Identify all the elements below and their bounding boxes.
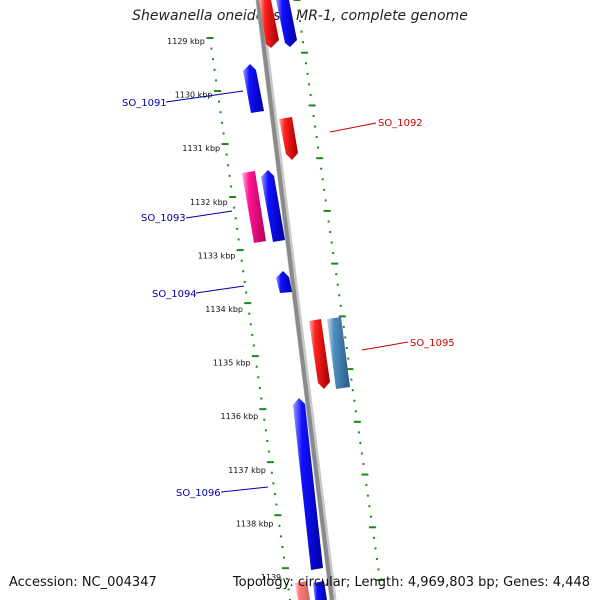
- leader-so-1094: [195, 285, 245, 294]
- topology-text: Topology: circular; Length: 4,969,803 bp…: [232, 575, 590, 590]
- gene-arrow-so-1093-neighbor: [261, 170, 285, 242]
- gene-label-so-1093[interactable]: SO_1093: [141, 213, 186, 224]
- gene-arrow-top-partial-blue: [276, 0, 297, 47]
- gene-label-so-1091[interactable]: SO_1091: [122, 98, 167, 109]
- ruler-label: 1131 kbp: [182, 144, 220, 153]
- gene-label-so-1096[interactable]: SO_1096: [176, 488, 221, 499]
- ruler-label: 1130 kbp: [175, 91, 213, 100]
- gene-arrow-so-1094: [276, 271, 292, 293]
- gene-label-so-1094[interactable]: SO_1094: [152, 289, 197, 300]
- gene-arrow-so-1095-red: [309, 319, 330, 389]
- gene-arrow-so-1093: [242, 171, 266, 243]
- gene-arrow-so-1095: [327, 317, 350, 389]
- gene-arrow-bottom-partial-pink: [295, 581, 310, 600]
- ruler-right: [293, 0, 384, 581]
- gene-label-so-1095[interactable]: SO_1095: [410, 338, 455, 349]
- map-title: Shewanella oneidensis MR-1, complete gen…: [132, 8, 468, 24]
- leader-so-1095: [361, 341, 409, 351]
- ruler-label: 1139: [261, 573, 281, 582]
- ruler-label: 1129 kbp: [167, 37, 205, 46]
- gene-arrows: [242, 0, 350, 600]
- ruler-left: [206, 37, 291, 600]
- ruler-label: 1132 kbp: [190, 198, 228, 207]
- ruler-labels: 1129 kbp 1130 kbp 1131 kbp 1132 kbp 1133 kbp…: [167, 37, 281, 582]
- ruler-label: 1137 kbp: [228, 466, 266, 475]
- ruler-label: 1138 kbp: [236, 519, 274, 528]
- gene-arrow-so-1096: [293, 398, 323, 570]
- genome-backbone: [256, 0, 334, 600]
- accession-text: Accession: NC_004347: [9, 575, 157, 590]
- leader-so-1092: [329, 122, 377, 133]
- ruler-label: 1135 kbp: [213, 359, 251, 368]
- gene-arrow-so-1092: [279, 117, 298, 160]
- gene-label-lines: [165, 90, 409, 493]
- ruler-label: 1136 kbp: [221, 412, 259, 421]
- leader-so-1091: [165, 90, 244, 103]
- leader-so-1096: [220, 486, 269, 493]
- ruler-label: 1134 kbp: [205, 305, 243, 314]
- gene-label-so-1092[interactable]: SO_1092: [378, 118, 423, 129]
- leader-so-1093: [185, 210, 233, 219]
- gene-arrow-bottom-partial-blue: [313, 581, 327, 600]
- gene-arrow-top-partial-red: [259, 0, 279, 48]
- gene-labels: SO_1091 SO_1092 SO_1093 SO_1094 SO_1095 …: [122, 98, 455, 499]
- gene-arrow-so-1091: [243, 64, 264, 113]
- ruler-label: 1133 kbp: [198, 251, 236, 260]
